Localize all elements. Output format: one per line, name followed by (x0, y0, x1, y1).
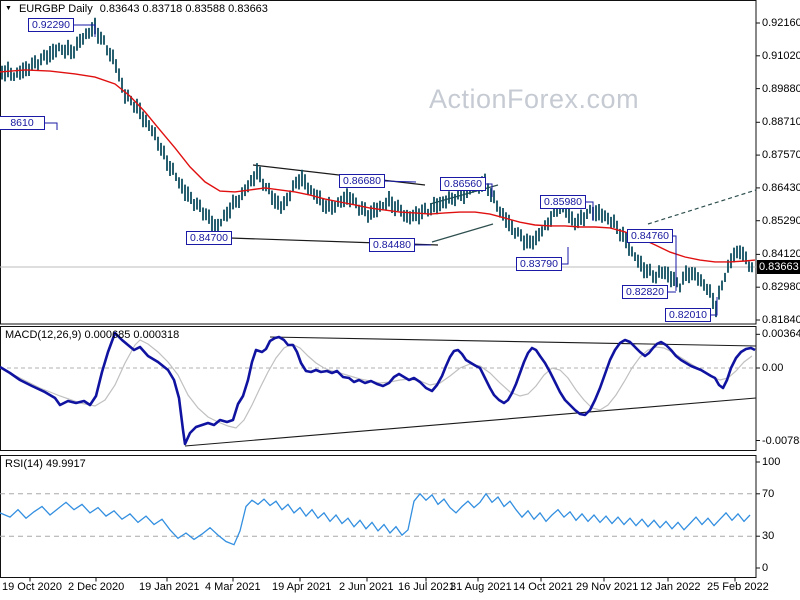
date-axis-label: 12 Jan 2022 (640, 581, 701, 593)
price-axis-label: 0.82980 (762, 281, 800, 294)
rsi-axis-label: 30 (762, 530, 775, 543)
date-axis-label: 14 Oct 2021 (513, 581, 573, 593)
label-connector (560, 247, 569, 265)
date-axis-label: 19 Apr 2021 (272, 581, 332, 593)
ohlc-values: 0.83643 0.83718 0.83588 0.83663 (99, 2, 268, 15)
price-axis-label: 0.91020 (762, 49, 800, 62)
watermark: ActionForex.com (429, 84, 640, 114)
price-axis-label: 0.87570 (762, 149, 800, 162)
date-axis-label: 2 Dec 2020 (68, 581, 125, 593)
symbol-header: ▼ EURGBP Daily 0.83643 0.83718 0.83588 0… (5, 2, 268, 15)
price-panel-border (0, 0, 757, 325)
rsi-axis-label: 70 (762, 487, 775, 500)
macd-trendline (184, 397, 757, 447)
rsi-indicator-label: RSI(14) 49.9917 (5, 458, 86, 470)
candlestick-series (1, 17, 753, 318)
rsi-axis-label: 100 (762, 456, 781, 468)
rsi-line (0, 492, 751, 546)
price-level-label: 8610 (0, 116, 45, 130)
symbol-dropdown-icon[interactable]: ▼ (5, 5, 12, 12)
macd-trendline (269, 336, 757, 347)
label-connector (584, 201, 594, 221)
date-axis-label: 19 Jan 2021 (139, 581, 200, 593)
macd-axis-label: 0.003641 (762, 328, 800, 341)
price-level-label: 0.83790 (516, 257, 562, 271)
price-level-label: 0.92290 (28, 18, 74, 32)
price-level-label: 0.85980 (540, 195, 586, 209)
macd-main-line (0, 331, 756, 446)
date-axis-label: 29 Nov 2021 (576, 581, 639, 593)
price-level-label: 0.86560 (440, 177, 486, 191)
date-axis-label: 31 Aug 2021 (450, 581, 512, 593)
price-axis-label: 0.85290 (762, 214, 800, 227)
price-axis-label: 0.89880 (762, 82, 800, 95)
price-level-label: 0.84760 (627, 229, 673, 243)
label-connector (382, 180, 417, 183)
rsi-axis-label: 0 (762, 562, 769, 574)
current-price-tag: 0.83663 (757, 260, 800, 274)
price-axis-label: 0.86430 (762, 181, 800, 194)
date-axis-label: 25 Feb 2022 (707, 581, 769, 593)
price-level-label: 0.86680 (339, 174, 385, 188)
price-axis-label: 0.84120 (762, 248, 800, 261)
macd-panel-border (0, 326, 757, 451)
label-connector (43, 122, 58, 130)
rsi-panel-border (0, 455, 757, 578)
date-axis-label: 19 Oct 2020 (2, 581, 62, 593)
price-level-label: 0.84700 (186, 231, 232, 245)
date-axis-label: 4 Mar 2021 (205, 581, 261, 593)
macd-axis-label: -0.007839 (762, 434, 800, 447)
date-axis-label: 2 Jun 2021 (339, 581, 394, 593)
price-axis-label: 0.92160 (762, 17, 800, 29)
price-axis-label: 0.88710 (762, 116, 800, 129)
price-level-label: 0.82010 (665, 308, 711, 322)
label-connector (484, 183, 493, 197)
price-axis-label: 0.81840 (762, 314, 800, 326)
trendline (647, 189, 757, 225)
label-connector (72, 24, 96, 37)
trendline (431, 223, 494, 243)
price-level-label: 0.82820 (622, 285, 668, 299)
label-connector (709, 297, 718, 316)
macd-axis-label: 0.00 (762, 362, 784, 374)
price-level-label: 0.84480 (369, 238, 415, 252)
date-axis-label: 16 Jul 2021 (398, 581, 455, 593)
symbol-timeframe-label: EURGBP Daily (18, 2, 93, 15)
macd-indicator-label: MACD(12,26,9) 0.000685 0.000318 (5, 329, 180, 341)
